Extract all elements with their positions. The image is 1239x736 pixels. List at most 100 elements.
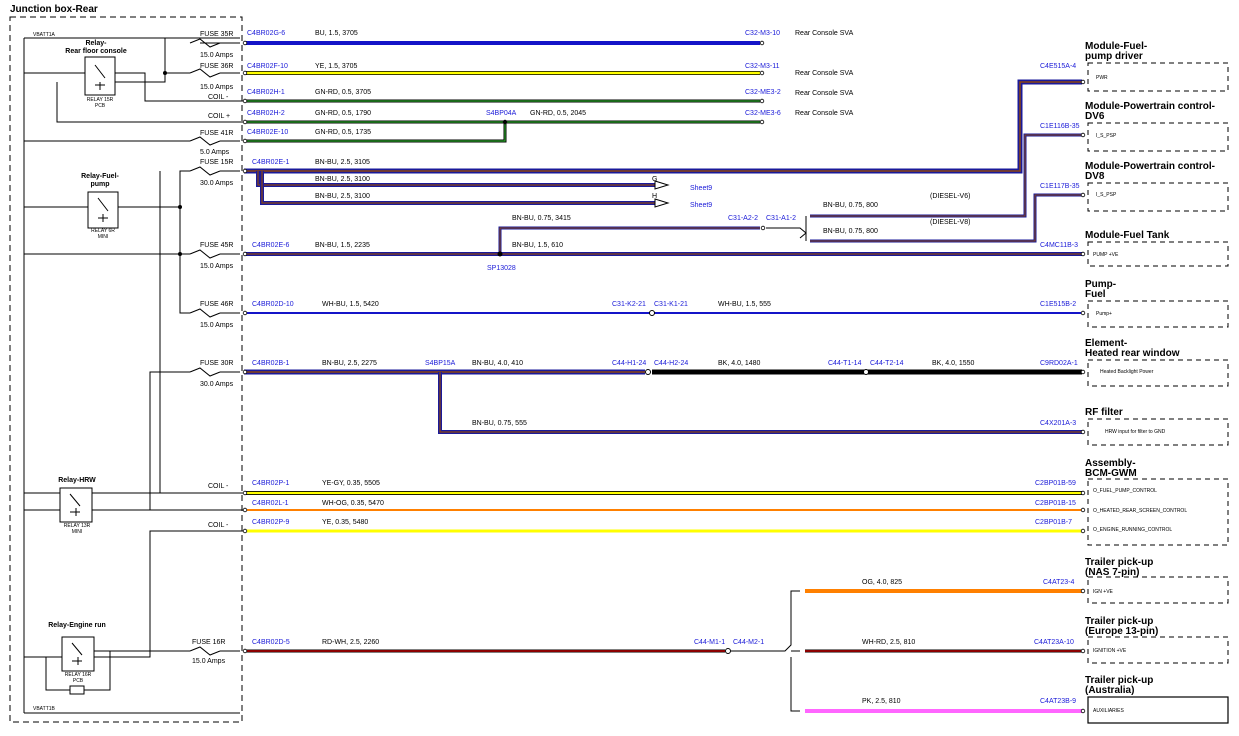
fuse-35r: FUSE 35R 15.0 Amps [189, 31, 240, 59]
svg-text:Module-Powertrain control-DV8: Module-Powertrain control-DV8 [1085, 161, 1215, 182]
svg-text:Rear Console SVA: Rear Console SVA [795, 110, 854, 117]
svg-text:C4AT23B-9: C4AT23B-9 [1040, 698, 1076, 705]
svg-text:15.0 Amps: 15.0 Amps [200, 263, 234, 270]
svg-text:H: H [652, 193, 657, 200]
junction-box: Junction box-Rear VBATT1A VBATT1B [9, 4, 243, 723]
svg-text:C44-T1-14: C44-T1-14 [828, 360, 862, 367]
svg-text:C4E515A-4: C4E515A-4 [1040, 63, 1076, 70]
fuse-30r: FUSE 30R 30.0 Amps [189, 360, 240, 388]
coil-plus-label: COIL + [208, 113, 230, 120]
svg-text:C4BR02D-10: C4BR02D-10 [252, 301, 294, 308]
svg-text:Trailer pick-up(Europe 13-pin): Trailer pick-up (Europe 13-pin) [1085, 616, 1158, 637]
svg-text:I_S_PSP: I_S_PSP [1096, 192, 1117, 198]
svg-text:RELAY 16R: RELAY 16R [65, 672, 92, 678]
pump-fuel: Pump-Fuel Pump+ [1085, 279, 1229, 328]
module-fuel-pump-driver: Module-Fuel-pump driver PWR [1085, 41, 1229, 92]
svg-text:C32-M3-11: C32-M3-11 [745, 63, 780, 70]
fuse-41r: FUSE 41R 5.0 Amps [24, 130, 240, 156]
svg-text:RF filter: RF filter [1085, 407, 1123, 418]
svg-text:BN-BU, 1.5, 2235: BN-BU, 1.5, 2235 [315, 242, 370, 249]
svg-text:C4BR02B-1: C4BR02B-1 [252, 360, 289, 367]
svg-text:C31-K2-21: C31-K2-21 [612, 301, 646, 308]
svg-text:BN-BU, 0.75, 555: BN-BU, 0.75, 555 [472, 420, 527, 427]
svg-text:Trailer pick-up(Australia): Trailer pick-up (Australia) [1085, 675, 1153, 696]
svg-text:Rear Console SVA: Rear Console SVA [795, 90, 854, 97]
module-powertrain-dv6: Module-Powertrain control-DV6 I_S_PSP [1085, 101, 1229, 152]
svg-text:Heated Backlight Power: Heated Backlight Power [1100, 369, 1154, 375]
svg-text:Pump-Fuel: Pump-Fuel [1085, 279, 1116, 300]
svg-text:Rear Console SVA: Rear Console SVA [795, 70, 854, 77]
svg-text:PWR: PWR [1096, 75, 1108, 81]
terminals [242, 40, 1086, 714]
svg-text:FUSE 35R: FUSE 35R [200, 31, 233, 38]
fuse-46r: FUSE 46R 15.0 Amps [189, 301, 240, 329]
svg-text:IGN +VE: IGN +VE [1093, 589, 1114, 595]
relay-part: RELAY 6R [91, 228, 115, 234]
svg-text:C2BP01B-59: C2BP01B-59 [1035, 480, 1076, 487]
svg-text:BN-BU, 0.75, 800: BN-BU, 0.75, 800 [823, 202, 878, 209]
svg-text:C4BR02E-10: C4BR02E-10 [247, 129, 288, 136]
svg-text:BK, 4.0, 1550: BK, 4.0, 1550 [932, 360, 975, 367]
svg-text:YE, 0.35, 5480: YE, 0.35, 5480 [322, 519, 368, 526]
module-fuel-tank: Module-Fuel Tank PUMP +VE [1085, 230, 1229, 267]
svg-text:Module-Powertrain control-DV6: Module-Powertrain control-DV6 [1085, 101, 1215, 122]
relay-type: PCB [95, 103, 106, 109]
svg-text:FUSE 46R: FUSE 46R [200, 301, 233, 308]
svg-text:Sheet9: Sheet9 [690, 202, 712, 209]
trailer-europe: Trailer pick-up (Europe 13-pin) IGNITION … [1085, 616, 1229, 664]
svg-text:15.0 Amps: 15.0 Amps [200, 52, 234, 59]
svg-text:FUSE 16R: FUSE 16R [192, 639, 225, 646]
connector-label: C4BR02G-6 [247, 30, 285, 37]
svg-text:GN-RD, 0.5, 3705: GN-RD, 0.5, 3705 [315, 89, 371, 96]
svg-text:30.0 Amps: 30.0 Amps [200, 381, 234, 388]
svg-text:C31-A2-2: C31-A2-2 [728, 215, 758, 222]
svg-text:PK, 2.5, 810: PK, 2.5, 810 [862, 698, 901, 705]
svg-text:C4BR02H-1: C4BR02H-1 [247, 89, 285, 96]
fuse-45r: FUSE 45R 15.0 Amps [189, 242, 240, 270]
svg-text:BN-BU, 2.5, 3105: BN-BU, 2.5, 3105 [315, 159, 370, 166]
svg-text:GN-RD, 0.5, 2045: GN-RD, 0.5, 2045 [530, 110, 586, 117]
svg-text:FUSE 41R: FUSE 41R [200, 130, 233, 137]
svg-text:O_HEATED_REAR_SCREEN_CONTROL: O_HEATED_REAR_SCREEN_CONTROL [1093, 508, 1187, 514]
svg-text:AUXILIARIES: AUXILIARIES [1093, 708, 1125, 714]
svg-text:RELAY 13R: RELAY 13R [64, 523, 91, 529]
trailer-australia: Trailer pick-up (Australia) AUXILIARIES [1085, 675, 1229, 724]
svg-text:Assembly-BCM-GWM: Assembly-BCM-GWM [1085, 458, 1137, 479]
svg-text:BN-BU, 0.75, 3415: BN-BU, 0.75, 3415 [512, 215, 571, 222]
svg-text:C4AT23-4: C4AT23-4 [1043, 579, 1074, 586]
svg-text:GN-RD, 0.5, 1790: GN-RD, 0.5, 1790 [315, 110, 371, 117]
relay-hrw: Relay-HRW RELAY 13R MINI [24, 371, 243, 535]
wire-labels: C4BR02G-6 BU, 1.5, 3705 C32-M3-10 Rear C… [247, 30, 1080, 705]
connector-label: C32-M3-10 [745, 30, 780, 37]
svg-text:S4BP04A: S4BP04A [486, 110, 517, 117]
svg-text:C4BR02P-1: C4BR02P-1 [252, 480, 289, 487]
svg-text:C2BP01B-15: C2BP01B-15 [1035, 500, 1076, 507]
svg-text:Element-Heated rear window: Element-Heated rear window [1085, 338, 1180, 359]
svg-text:O_FUEL_PUMP_CONTROL: O_FUEL_PUMP_CONTROL [1093, 488, 1157, 494]
svg-text:Module-Fuel-pump driver: Module-Fuel-pump driver [1085, 41, 1147, 62]
svg-text:15.0 Amps: 15.0 Amps [192, 658, 226, 665]
svg-text:C32-ME3-2: C32-ME3-2 [745, 89, 781, 96]
svg-text:Pump+: Pump+ [1096, 311, 1112, 317]
svg-text:PUMP +VE: PUMP +VE [1093, 252, 1119, 258]
svg-text:C1E117B-35: C1E117B-35 [1040, 183, 1080, 190]
svg-text:G: G [652, 176, 657, 183]
svg-text:YE, 1.5, 3705: YE, 1.5, 3705 [315, 63, 358, 70]
svg-text:C4X201A-3: C4X201A-3 [1040, 420, 1076, 427]
svg-text:C4BR02D-5: C4BR02D-5 [252, 639, 290, 646]
svg-text:WH-BU, 1.5, 5420: WH-BU, 1.5, 5420 [322, 301, 379, 308]
svg-text:C4BR02F-10: C4BR02F-10 [247, 63, 288, 70]
destination-label: Rear Console SVA [795, 30, 854, 37]
svg-text:C44-M2-1: C44-M2-1 [733, 639, 764, 646]
svg-text:C4BR02E-1: C4BR02E-1 [252, 159, 289, 166]
relay-rear-floor-console: Relay-Rear floor console RELAY 15R PCB [24, 38, 243, 123]
svg-text:Relay-HRW: Relay-HRW [58, 477, 96, 484]
svg-text:C9RD02A-1: C9RD02A-1 [1040, 360, 1078, 367]
assembly-bcm-gwm: Assembly-BCM-GWM O_FUEL_PUMP_CONTROL O_H… [1085, 458, 1229, 546]
svg-text:OG, 4.0, 825: OG, 4.0, 825 [862, 579, 902, 586]
svg-text:RD-WH, 2.5, 2260: RD-WH, 2.5, 2260 [322, 639, 379, 646]
modules: Module-Fuel-pump driver PWR Module-Power… [1085, 41, 1229, 724]
svg-text:15.0 Amps: 15.0 Amps [200, 322, 234, 329]
relay-part: RELAY 15R [87, 97, 114, 103]
